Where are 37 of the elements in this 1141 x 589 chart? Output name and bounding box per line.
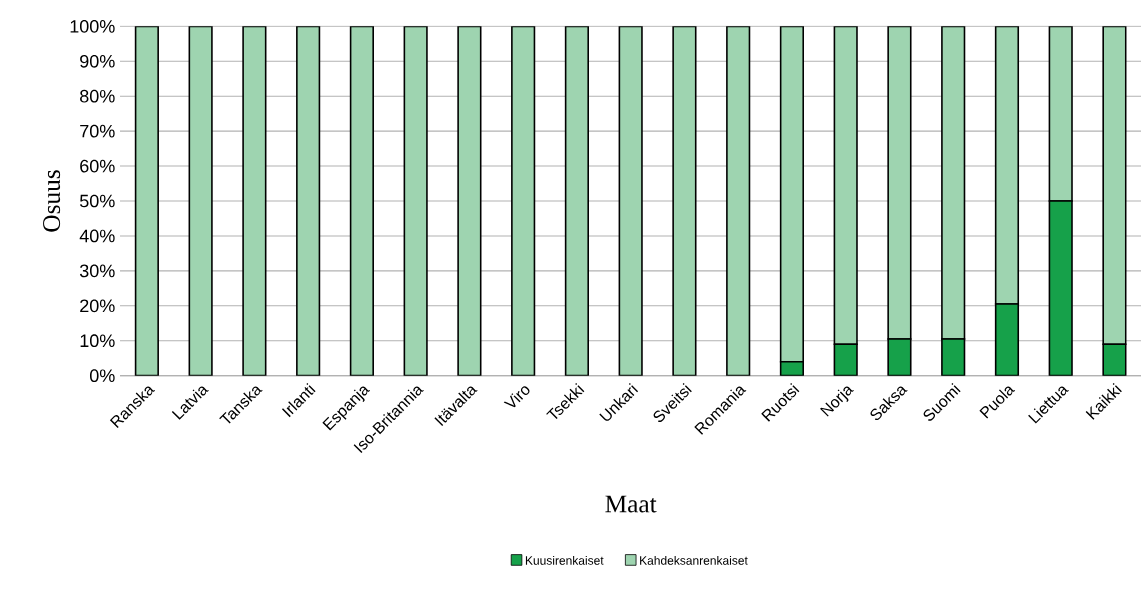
bar	[887, 26, 912, 340]
y-tick-label: 60%	[80, 159, 115, 173]
bar	[833, 26, 858, 346]
y-tick-label: 70%	[80, 124, 115, 138]
y-tick-label: 100%	[70, 19, 115, 33]
bar	[296, 26, 321, 376]
bar	[1102, 26, 1127, 346]
bar	[726, 26, 751, 376]
bar	[941, 26, 966, 340]
bar	[511, 26, 536, 376]
y-tick-label: 80%	[80, 89, 115, 103]
bar	[134, 26, 159, 376]
bar	[1048, 200, 1073, 376]
bar	[618, 26, 643, 376]
bar	[672, 26, 697, 376]
y-tick-label: 10%	[80, 334, 115, 348]
bar	[994, 26, 1020, 305]
bar	[994, 303, 1020, 376]
bar	[403, 26, 428, 376]
legend-label: Kahdeksanrenkaiset	[640, 555, 748, 565]
bar	[1048, 26, 1073, 202]
y-tick-label: 50%	[79, 194, 115, 208]
y-tick-label: 20%	[80, 299, 115, 313]
x-tick-label: Viro	[503, 386, 530, 408]
bar	[779, 26, 805, 363]
x-axis-title: Maat	[605, 495, 657, 513]
y-axis-title: Osuus	[43, 170, 61, 232]
bar	[242, 26, 267, 376]
bar	[188, 26, 213, 376]
bar	[457, 26, 482, 376]
bar	[349, 26, 374, 376]
y-tick-label: 0%	[89, 369, 115, 383]
legend-label: Kuusirenkaiset	[525, 555, 604, 565]
y-tick-label: 90%	[80, 54, 115, 68]
y-tick-label: 30%	[79, 264, 115, 278]
bar	[564, 26, 590, 376]
y-tick-label: 40%	[79, 229, 115, 243]
